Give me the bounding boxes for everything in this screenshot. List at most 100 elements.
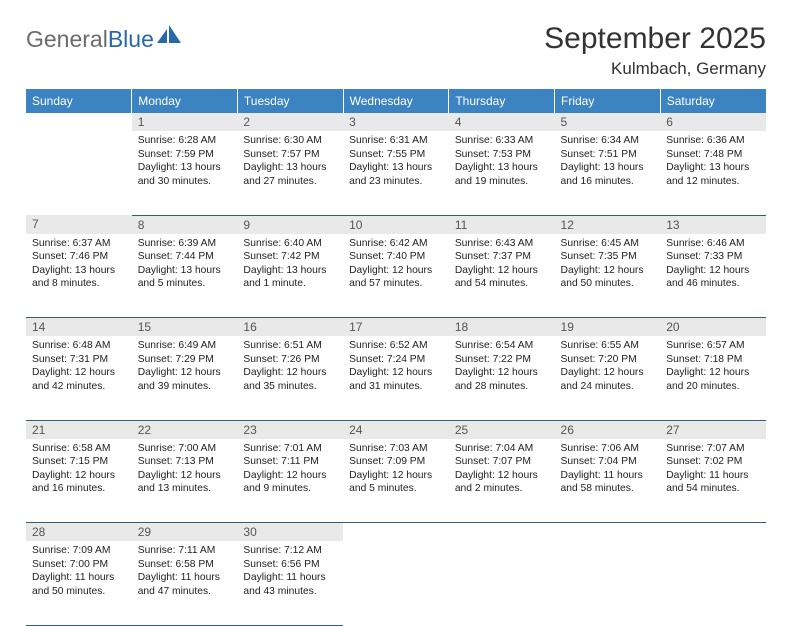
- daylight-text: Daylight: 11 hours: [138, 571, 232, 585]
- day-header: Tuesday: [237, 89, 343, 113]
- day-number: 15: [132, 318, 238, 337]
- daylight-text: Daylight: 11 hours: [561, 469, 655, 483]
- day-info: Sunrise: 6:55 AMSunset: 7:20 PMDaylight:…: [555, 336, 661, 395]
- sunrise-text: Sunrise: 6:36 AM: [666, 134, 760, 148]
- sunset-text: Sunset: 7:13 PM: [138, 455, 232, 469]
- day-cell: Sunrise: 6:48 AMSunset: 7:31 PMDaylight:…: [26, 336, 132, 420]
- sunset-text: Sunset: 7:31 PM: [32, 353, 126, 367]
- day-number: 28: [26, 523, 132, 542]
- sunset-text: Sunset: 7:59 PM: [138, 148, 232, 162]
- sunrise-text: Sunrise: 6:28 AM: [138, 134, 232, 148]
- day-cell: Sunrise: 6:31 AMSunset: 7:55 PMDaylight:…: [343, 131, 449, 215]
- day-cell: Sunrise: 6:57 AMSunset: 7:18 PMDaylight:…: [660, 336, 766, 420]
- day-info: Sunrise: 6:33 AMSunset: 7:53 PMDaylight:…: [449, 131, 555, 190]
- daylight-text: Daylight: 12 hours: [455, 469, 549, 483]
- daylight-text: and 8 minutes.: [32, 277, 126, 291]
- sunset-text: Sunset: 7:35 PM: [561, 250, 655, 264]
- day-number: 19: [555, 318, 661, 337]
- day-info: Sunrise: 6:43 AMSunset: 7:37 PMDaylight:…: [449, 234, 555, 293]
- month-title: September 2025: [544, 22, 766, 55]
- daylight-text: and 23 minutes.: [349, 175, 443, 189]
- empty-day-cell: [555, 541, 661, 625]
- day-info: Sunrise: 7:01 AMSunset: 7:11 PMDaylight:…: [237, 439, 343, 498]
- day-cell: Sunrise: 6:52 AMSunset: 7:24 PMDaylight:…: [343, 336, 449, 420]
- empty-day-cell: [449, 541, 555, 625]
- daylight-text: Daylight: 13 hours: [138, 161, 232, 175]
- daylight-text: and 43 minutes.: [243, 585, 337, 599]
- daylight-text: and 39 minutes.: [138, 380, 232, 394]
- day-number: 29: [132, 523, 238, 542]
- daylight-text: Daylight: 11 hours: [243, 571, 337, 585]
- sunset-text: Sunset: 7:09 PM: [349, 455, 443, 469]
- day-number: 16: [237, 318, 343, 337]
- daylight-text: Daylight: 12 hours: [243, 469, 337, 483]
- day-cell: Sunrise: 7:09 AMSunset: 7:00 PMDaylight:…: [26, 541, 132, 625]
- daylight-text: and 5 minutes.: [138, 277, 232, 291]
- day-info: Sunrise: 6:54 AMSunset: 7:22 PMDaylight:…: [449, 336, 555, 395]
- sunset-text: Sunset: 7:15 PM: [32, 455, 126, 469]
- empty-cell: [555, 523, 661, 542]
- sunset-text: Sunset: 7:57 PM: [243, 148, 337, 162]
- sunset-text: Sunset: 7:11 PM: [243, 455, 337, 469]
- empty-cell: [343, 523, 449, 542]
- day-number: 12: [555, 215, 661, 234]
- sunset-text: Sunset: 7:33 PM: [666, 250, 760, 264]
- day-info: Sunrise: 7:07 AMSunset: 7:02 PMDaylight:…: [660, 439, 766, 498]
- daylight-text: and 16 minutes.: [561, 175, 655, 189]
- sunset-text: Sunset: 7:20 PM: [561, 353, 655, 367]
- day-number: 22: [132, 420, 238, 439]
- sunset-text: Sunset: 6:56 PM: [243, 558, 337, 572]
- day-number: 14: [26, 318, 132, 337]
- day-header-row: SundayMondayTuesdayWednesdayThursdayFrid…: [26, 89, 766, 113]
- day-info: Sunrise: 7:12 AMSunset: 6:56 PMDaylight:…: [237, 541, 343, 600]
- daylight-text: Daylight: 12 hours: [32, 366, 126, 380]
- sunset-text: Sunset: 7:00 PM: [32, 558, 126, 572]
- day-number: 27: [660, 420, 766, 439]
- daylight-text: Daylight: 12 hours: [349, 469, 443, 483]
- day-cell: Sunrise: 6:49 AMSunset: 7:29 PMDaylight:…: [132, 336, 238, 420]
- daylight-text: Daylight: 13 hours: [561, 161, 655, 175]
- day-number: 30: [237, 523, 343, 542]
- daylight-text: and 1 minute.: [243, 277, 337, 291]
- sunset-text: Sunset: 7:04 PM: [561, 455, 655, 469]
- sunrise-text: Sunrise: 7:01 AM: [243, 442, 337, 456]
- day-info: Sunrise: 6:42 AMSunset: 7:40 PMDaylight:…: [343, 234, 449, 293]
- page: GeneralBlue September 2025 Kulmbach, Ger…: [0, 0, 792, 626]
- day-info: Sunrise: 7:06 AMSunset: 7:04 PMDaylight:…: [555, 439, 661, 498]
- day-cell: Sunrise: 6:43 AMSunset: 7:37 PMDaylight:…: [449, 234, 555, 318]
- day-cell: Sunrise: 6:34 AMSunset: 7:51 PMDaylight:…: [555, 131, 661, 215]
- sunrise-text: Sunrise: 6:49 AM: [138, 339, 232, 353]
- sunset-text: Sunset: 7:44 PM: [138, 250, 232, 264]
- day-info: Sunrise: 6:37 AMSunset: 7:46 PMDaylight:…: [26, 234, 132, 293]
- daylight-text: Daylight: 12 hours: [138, 469, 232, 483]
- empty-day-cell: [26, 131, 132, 215]
- sunrise-text: Sunrise: 6:43 AM: [455, 237, 549, 251]
- daylight-text: and 46 minutes.: [666, 277, 760, 291]
- daylight-text: Daylight: 13 hours: [243, 264, 337, 278]
- daylight-text: and 16 minutes.: [32, 482, 126, 496]
- day-cell: Sunrise: 6:28 AMSunset: 7:59 PMDaylight:…: [132, 131, 238, 215]
- empty-cell: [26, 113, 132, 131]
- brand-part1: General: [26, 26, 108, 53]
- daylight-text: Daylight: 13 hours: [32, 264, 126, 278]
- daylight-text: and 20 minutes.: [666, 380, 760, 394]
- empty-cell: [449, 523, 555, 542]
- sunrise-text: Sunrise: 6:48 AM: [32, 339, 126, 353]
- sunrise-text: Sunrise: 7:00 AM: [138, 442, 232, 456]
- sunset-text: Sunset: 7:53 PM: [455, 148, 549, 162]
- sunset-text: Sunset: 7:55 PM: [349, 148, 443, 162]
- day-cell: Sunrise: 6:30 AMSunset: 7:57 PMDaylight:…: [237, 131, 343, 215]
- sunrise-text: Sunrise: 7:12 AM: [243, 544, 337, 558]
- sunrise-text: Sunrise: 6:58 AM: [32, 442, 126, 456]
- sunrise-text: Sunrise: 6:51 AM: [243, 339, 337, 353]
- sunset-text: Sunset: 7:26 PM: [243, 353, 337, 367]
- day-cell: Sunrise: 7:12 AMSunset: 6:56 PMDaylight:…: [237, 541, 343, 625]
- day-number-row: 78910111213: [26, 215, 766, 234]
- sunrise-text: Sunrise: 7:09 AM: [32, 544, 126, 558]
- daylight-text: Daylight: 11 hours: [32, 571, 126, 585]
- sunrise-text: Sunrise: 7:06 AM: [561, 442, 655, 456]
- daylight-text: and 35 minutes.: [243, 380, 337, 394]
- day-number-row: 14151617181920: [26, 318, 766, 337]
- day-info: Sunrise: 7:09 AMSunset: 7:00 PMDaylight:…: [26, 541, 132, 600]
- day-number: 4: [449, 113, 555, 131]
